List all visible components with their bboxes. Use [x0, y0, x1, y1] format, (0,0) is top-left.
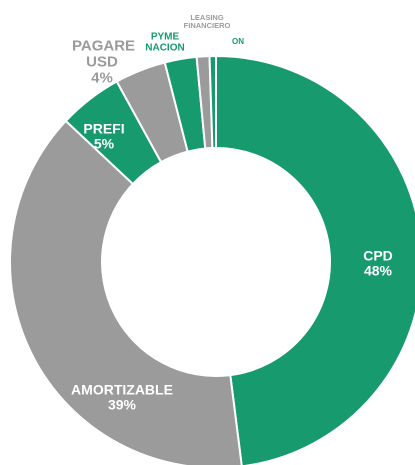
value-label: 39% [107, 396, 137, 412]
category-label: CPD [363, 247, 393, 264]
segment-label: PAGARE USD 4% [72, 37, 136, 86]
donut-segment [9, 119, 243, 465]
category-label: PYME NACION [145, 31, 185, 53]
category-label: PREFI [83, 120, 125, 137]
segment-label: PYME NACION [140, 31, 190, 54]
value-label: 5% [93, 135, 115, 151]
segment-label: CPD 48% [348, 248, 408, 277]
segment-label: AMORTIZABLE 39% [52, 382, 192, 411]
category-label: AMORTIZABLE [71, 381, 173, 398]
segment-label: PREFI 5% [74, 121, 134, 150]
value-label: 48% [363, 262, 393, 278]
segment-label: ON [223, 36, 253, 46]
category-label: PAGARE USD [72, 37, 136, 71]
value-label: 4% [91, 68, 113, 86]
category-label: ON [232, 36, 244, 46]
donut-segment [208, 54, 217, 150]
donut-segment [215, 54, 415, 465]
segment-label: LEASING FINANCIERO [177, 14, 237, 30]
category-label: LEASING FINANCIERO [183, 13, 231, 30]
